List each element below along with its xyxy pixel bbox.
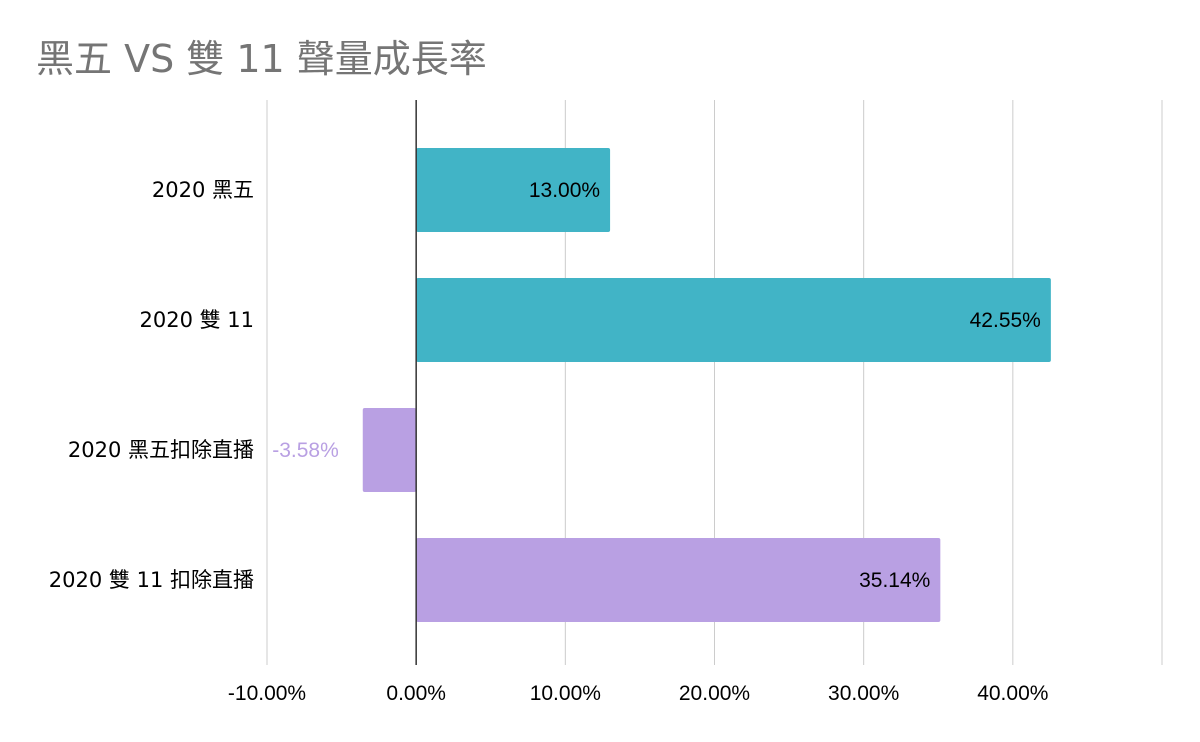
category-label: 2020 雙 11 (139, 308, 254, 332)
category-label: 2020 黑五扣除直播 (68, 438, 254, 462)
x-tick-label: 30.00% (828, 682, 899, 705)
x-tick-labels: -10.00% 0.00% 10.00% 20.00% 30.00% 40.00% (228, 682, 1049, 705)
data-label: 42.55% (970, 309, 1041, 332)
x-tick-label: -10.00% (228, 682, 306, 705)
bar (362, 408, 417, 492)
data-label: 13.00% (529, 179, 600, 202)
x-tick-label: 0.00% (386, 682, 446, 705)
bar (416, 278, 1051, 362)
chart-title: 黑五 VS 雙 11 聲量成長率 (36, 37, 487, 81)
x-tick-label: 20.00% (679, 682, 750, 705)
category-label: 2020 雙 11 扣除直播 (49, 568, 254, 592)
bar (416, 148, 611, 232)
category-label: 2020 黑五 (152, 178, 254, 202)
bar (416, 538, 941, 622)
data-labels: 13.00% 42.55% -3.58% 35.14% (272, 179, 1041, 592)
category-labels: 2020 黑五 2020 雙 11 2020 黑五扣除直播 2020 雙 11 扣除直… (49, 178, 254, 592)
bars (362, 148, 1051, 622)
data-label: -3.58% (272, 439, 339, 462)
x-tick-label: 10.00% (530, 682, 601, 705)
data-label: 35.14% (859, 569, 930, 592)
x-tick-label: 40.00% (977, 682, 1048, 705)
